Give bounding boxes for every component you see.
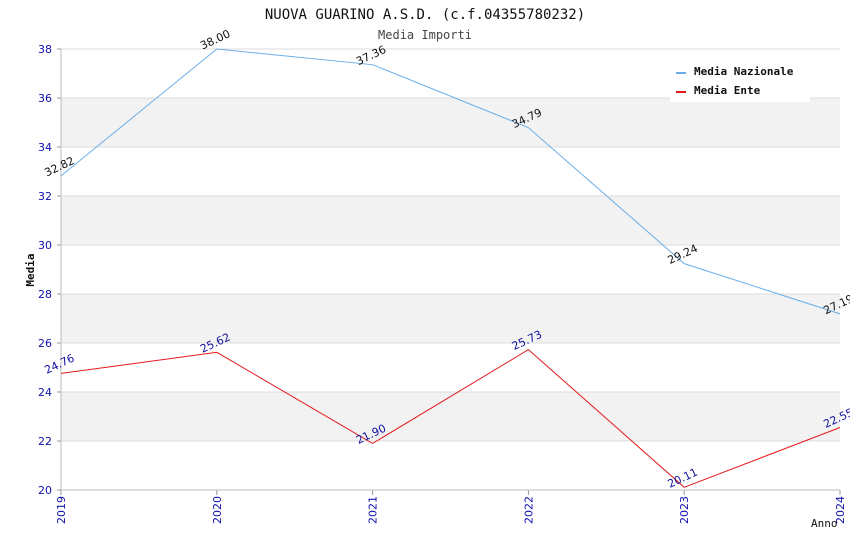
y-tick-label: 32 — [38, 190, 52, 203]
chart-subtitle: Media Importi — [378, 28, 472, 42]
y-tick-label: 30 — [38, 239, 52, 252]
data-label: 20.11 — [666, 466, 700, 491]
x-tick-label: 2021 — [367, 496, 380, 524]
legend: Media Nazionale Media Ente — [670, 58, 810, 102]
axes — [60, 49, 840, 491]
chart-title: NUOVA GUARINO A.S.D. (c.f.04355780232) — [265, 7, 585, 23]
legend-label: Media Nazionale — [694, 65, 794, 78]
y-tick-label: 28 — [38, 288, 52, 301]
x-tick-label: 2020 — [211, 496, 224, 524]
legend-box — [670, 58, 810, 102]
grid-lines — [57, 48, 841, 495]
y-tick-label: 24 — [38, 386, 52, 399]
x-tick-label: 2022 — [522, 496, 535, 524]
grid-band — [61, 294, 840, 343]
y-tick-label: 22 — [38, 435, 52, 448]
grid-band — [61, 392, 840, 441]
x-tick-label: 2019 — [55, 496, 68, 524]
y-axis-label: Media — [24, 253, 37, 286]
y-tick-label: 20 — [38, 484, 52, 497]
data-label: 29.24 — [666, 242, 700, 267]
series-line — [60, 348, 841, 488]
x-tick-label: 2023 — [678, 496, 691, 524]
x-tick-labels: 2019 2020 2021 2022 2023 2024 — [55, 496, 847, 524]
data-label: 24.76 — [42, 352, 76, 377]
y-tick-labels: 20 22 24 26 28 30 32 34 36 38 — [38, 43, 52, 497]
legend-label: Media Ente — [694, 84, 761, 97]
y-tick-label: 38 — [38, 43, 52, 56]
x-axis-label: Anno — [811, 517, 838, 530]
grid-band — [61, 98, 840, 147]
plot-bands — [61, 98, 840, 441]
series-line — [60, 48, 841, 315]
data-label: 32.82 — [42, 154, 76, 179]
grid-band — [61, 196, 840, 245]
series-lines — [60, 48, 841, 488]
y-tick-label: 26 — [38, 337, 52, 350]
y-tick-label: 36 — [38, 92, 52, 105]
y-tick-label: 34 — [38, 141, 52, 154]
x-tick-label: 2024 — [834, 496, 847, 524]
